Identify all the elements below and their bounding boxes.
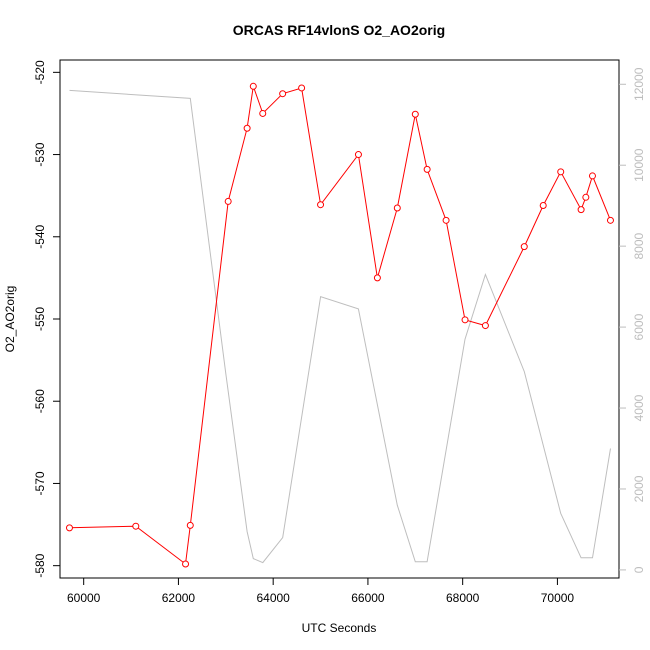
y-tick-label: -540 [33, 224, 47, 248]
series-line-left-axis [69, 86, 611, 565]
data-point [588, 172, 596, 180]
data-point [354, 151, 362, 159]
plot-frame [59, 59, 620, 579]
y2-tick-label: 10000 [632, 148, 646, 182]
y-axis-label: O2_AO2orig [3, 286, 17, 353]
x-axis-label: UTC Seconds [302, 621, 377, 635]
data-point [186, 521, 194, 529]
data-point [520, 243, 528, 251]
y-tick-label: -560 [33, 389, 47, 413]
y-tick-label: -520 [33, 60, 47, 84]
data-point [298, 84, 306, 92]
data-point [243, 124, 251, 132]
x-tick-label: 70000 [541, 591, 575, 605]
data-point [249, 82, 257, 90]
data-point [393, 204, 401, 212]
x-axis: 60000 62000 64000 66000 68000 70000 [67, 578, 574, 605]
data-point [317, 201, 325, 209]
data-point [411, 110, 419, 118]
data-point [539, 202, 547, 210]
data-point [279, 90, 287, 98]
y-axis-right: 0 2000 4000 6000 8000 10000 12000 [619, 67, 646, 573]
y2-tick-label: 2000 [632, 475, 646, 502]
data-point [373, 274, 381, 282]
y-tick-label: -550 [33, 307, 47, 331]
x-tick-label: 64000 [256, 591, 290, 605]
x-tick-label: 66000 [351, 591, 385, 605]
data-point [461, 316, 469, 324]
data-point [224, 197, 232, 205]
y-tick-label: -570 [33, 471, 47, 495]
y-axis-left: -520 -530 -540 -550 -560 -570 -580 [33, 60, 60, 578]
y2-tick-label: 6000 [632, 313, 646, 340]
data-point [606, 216, 614, 224]
data-point [65, 524, 73, 532]
data-point [182, 560, 190, 568]
series-layer [65, 82, 614, 568]
data-point [481, 322, 489, 330]
y2-tick-label: 4000 [632, 394, 646, 421]
y2-tick-label: 12000 [632, 67, 646, 101]
data-point [582, 193, 590, 201]
x-tick-label: 68000 [446, 591, 480, 605]
data-point [423, 165, 431, 173]
data-point [259, 109, 267, 117]
y-tick-label: -580 [33, 553, 47, 577]
x-tick-label: 62000 [162, 591, 196, 605]
data-point [557, 168, 565, 176]
data-point [577, 206, 585, 214]
x-tick-label: 60000 [67, 591, 101, 605]
series-line-right-axis [69, 89, 611, 564]
data-point [442, 216, 450, 224]
data-point [132, 522, 140, 530]
y-tick-label: -530 [33, 142, 47, 166]
chart-title: ORCAS RF14vlonS O2_AO2orig [233, 22, 445, 38]
y2-tick-label: 0 [632, 566, 646, 573]
y2-tick-label: 8000 [632, 232, 646, 259]
